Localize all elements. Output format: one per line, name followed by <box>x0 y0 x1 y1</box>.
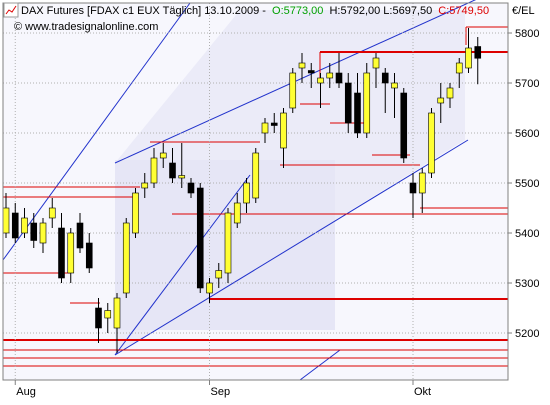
candle-body <box>11 212 19 239</box>
y-tick-label: 5400 <box>515 228 539 240</box>
y-tick-label: 5800 <box>515 28 539 40</box>
candle-body <box>280 112 287 149</box>
candle-body <box>446 87 454 99</box>
candle-body <box>437 97 445 104</box>
candle-body <box>58 227 65 279</box>
candle-body <box>455 62 463 74</box>
candle-body <box>21 217 28 234</box>
candle-body <box>196 187 204 289</box>
y-tick-label: 5200 <box>515 328 539 340</box>
plot-border <box>2 2 509 381</box>
candle-body <box>344 82 352 124</box>
candle-body <box>159 152 167 159</box>
candle-body <box>67 232 75 274</box>
candle-body <box>289 72 297 109</box>
y-tick-label: 5300 <box>515 278 539 290</box>
candle-body <box>30 222 38 241</box>
candle-body <box>150 157 158 184</box>
candle-body <box>474 46 482 59</box>
candle-body <box>206 282 213 294</box>
header-open: O:5773,00 <box>272 5 323 17</box>
candle-body <box>141 182 149 189</box>
candle-body <box>354 92 361 134</box>
header: DAX Futures [FDAX c1 EUX Täglich] 13.10.… <box>3 2 489 33</box>
candle-body <box>76 222 84 249</box>
candle-body <box>261 122 269 134</box>
candle-body <box>187 182 195 194</box>
candle-body <box>95 307 102 329</box>
candle-body <box>224 212 232 274</box>
candle-body <box>270 122 278 126</box>
candle-body <box>428 112 435 174</box>
candle-body <box>363 72 371 134</box>
y-tick-label: 5600 <box>515 128 539 140</box>
candle-body <box>233 202 241 224</box>
candle-body <box>2 207 10 234</box>
chart-icon-line <box>5 5 17 15</box>
candle-body <box>122 222 130 294</box>
chart-title: DAX Futures [FDAX c1 EUX Täglich] 13.10.… <box>21 5 266 17</box>
candle-body <box>335 72 343 84</box>
candle-body <box>418 172 426 194</box>
candle-body <box>243 182 250 204</box>
candle-body <box>39 222 47 244</box>
candle-body <box>381 72 389 84</box>
candle-body <box>85 242 93 269</box>
candle-body <box>400 92 408 159</box>
candle-body <box>391 82 398 89</box>
candle-body <box>178 175 186 179</box>
candle-body <box>104 310 112 319</box>
chart-icon <box>3 2 19 18</box>
candle-body <box>48 207 56 219</box>
candle-body <box>113 297 121 329</box>
candle-body <box>317 77 324 84</box>
y-tick-label: 5700 <box>515 78 539 90</box>
header-line: DAX Futures [FDAX c1 EUX Täglich] 13.10.… <box>21 5 489 17</box>
candles <box>2 28 482 353</box>
candle-body <box>372 57 380 69</box>
candle-body <box>307 70 315 74</box>
header-high-low: H:5792,00 L:5697,50 <box>329 5 432 17</box>
watermark: © www.tradesignalonline.com <box>14 21 158 33</box>
y-tick-label: 5500 <box>515 178 539 190</box>
candle-body <box>132 192 139 234</box>
candle-body <box>298 62 306 69</box>
candle-body <box>169 162 176 179</box>
candle-body <box>252 152 260 199</box>
candle-body <box>409 182 417 194</box>
candle-body <box>326 72 334 79</box>
x-tick-label: Aug <box>16 386 36 398</box>
candle-body <box>215 270 223 279</box>
x-tick-label: Okt <box>414 386 431 398</box>
axis-unit: €/EL <box>512 5 535 17</box>
x-tick-label: Sep <box>211 386 231 398</box>
candle-body <box>465 47 472 69</box>
header-close: C:5749,50 <box>438 5 489 17</box>
